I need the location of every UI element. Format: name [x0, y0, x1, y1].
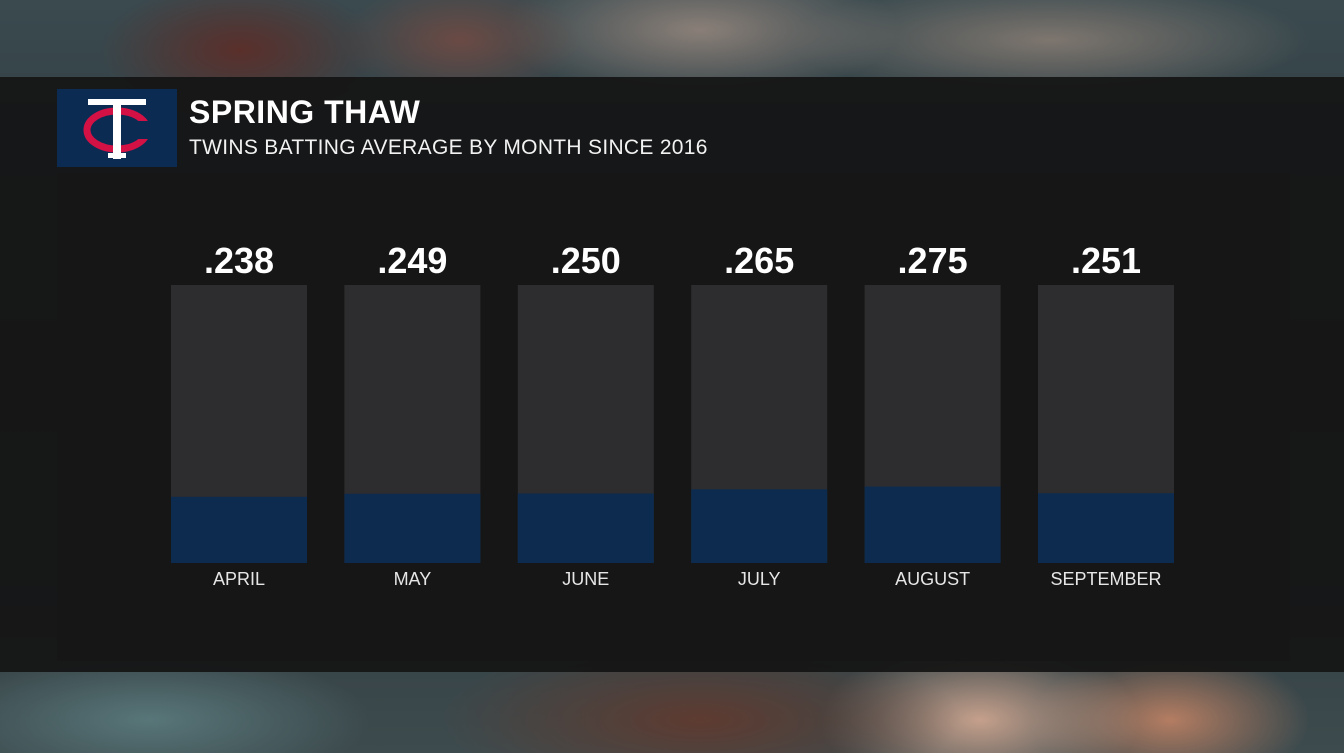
- category-label-june: JUNE: [562, 569, 609, 589]
- value-label-september: .251: [1071, 240, 1141, 281]
- category-label-may: MAY: [394, 569, 432, 589]
- category-label-august: AUGUST: [895, 569, 970, 589]
- bar-august: [864, 486, 1001, 563]
- value-label-may: .249: [377, 240, 447, 281]
- bar-june: [517, 493, 654, 563]
- chart-subtitle: TWINS BATTING AVERAGE BY MONTH SINCE 201…: [189, 136, 708, 159]
- bar-july: [691, 489, 828, 563]
- bar-april: [171, 496, 307, 563]
- chart-title: SPRING THAW: [189, 94, 421, 130]
- bar-september: [1038, 493, 1174, 563]
- bar-may: [344, 493, 481, 563]
- twins-tc-icon: [83, 99, 151, 159]
- category-label-april: APRIL: [213, 569, 265, 589]
- value-label-july: .265: [724, 240, 794, 281]
- category-label-july: JULY: [738, 569, 781, 589]
- category-label-september: SEPTEMBER: [1050, 569, 1161, 589]
- value-label-august: .275: [898, 240, 968, 281]
- value-label-june: .250: [551, 240, 621, 281]
- value-label-april: .238: [204, 240, 274, 281]
- team-logo: [57, 89, 177, 167]
